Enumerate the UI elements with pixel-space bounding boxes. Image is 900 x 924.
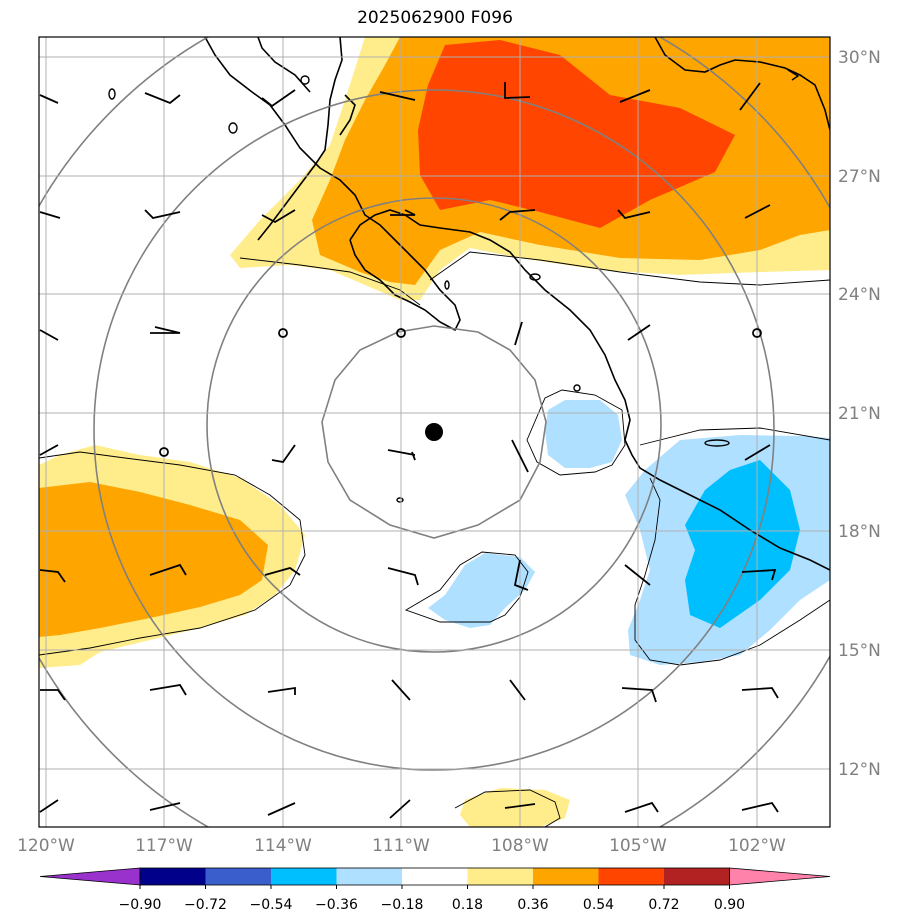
lon-label: 111°W: [372, 836, 430, 856]
latitude-labels: 30°N 27°N 24°N 21°N 18°N 15°N 12°N: [838, 48, 881, 780]
colorbar-bin: [467, 868, 534, 885]
negative-anomaly-east: [625, 435, 830, 665]
colorbar-bin: [664, 868, 730, 885]
wind-barb: [39, 559, 777, 591]
anomaly-fill-0.54: [418, 40, 735, 228]
lat-label: 12°N: [838, 760, 881, 780]
wind-barbs: [39, 82, 779, 819]
map-frame: [38, 36, 831, 828]
lon-label: 105°W: [609, 836, 667, 856]
colorbar-tick-label: −0.18: [381, 897, 424, 913]
map-area: [39, 37, 830, 827]
positive-anomaly-west: [39, 445, 305, 668]
colorbar: −0.90 −0.72 −0.54 −0.36 −0.18 0.18 0.36 0.54 0.7…: [39, 867, 831, 913]
colorbar-tick-label: 0.36: [517, 897, 548, 913]
negative-anomaly-small-2: [428, 553, 535, 628]
colorbar-bin: [336, 868, 403, 885]
lon-label: 120°W: [17, 836, 75, 856]
lon-label: 108°W: [491, 836, 549, 856]
lat-label: 18°N: [838, 522, 881, 542]
longitude-labels: 120°W 117°W 114°W 111°W 108°W 105°W 102°…: [17, 836, 786, 856]
lat-label: 30°N: [838, 48, 881, 68]
lat-label: 21°N: [838, 404, 881, 424]
colorbar-bin: [533, 868, 599, 885]
colorbar-bin: [598, 868, 665, 885]
wind-barb: [39, 204, 771, 224]
lat-label: 15°N: [838, 641, 881, 661]
colorbar-extend-low: [39, 867, 141, 886]
wind-barb: [39, 799, 779, 819]
anomaly-fill-0.36-west: [39, 482, 268, 637]
colorbar-frame: [139, 867, 730, 886]
lon-label: 117°W: [135, 836, 193, 856]
colorbar-tick-label: 0.54: [583, 897, 614, 913]
wind-barb: [40, 679, 779, 703]
lon-label: 102°W: [728, 836, 786, 856]
colorbar-bin: [402, 868, 468, 885]
lon-label: 114°W: [254, 836, 312, 856]
colorbar-bin: [271, 868, 337, 885]
colorbar-bin: [205, 868, 272, 885]
lat-label: 27°N: [838, 167, 881, 187]
colorbar-tick-label: −0.90: [119, 897, 162, 913]
positive-anomaly-north: [230, 37, 830, 300]
anomaly-contours: [39, 251, 830, 827]
colorbar-tick-label: −0.72: [184, 897, 227, 913]
colorbar-extend-high: [729, 867, 831, 886]
range-rings: [39, 37, 830, 827]
colorbar-bin: [140, 868, 206, 885]
wind-barb: [39, 439, 771, 473]
map-title: 2025062900 F096: [357, 8, 513, 28]
wind-barb: [39, 321, 651, 346]
colorbar-tick-label: 0.18: [452, 897, 483, 913]
lat-label: 24°N: [838, 285, 881, 305]
islands: [108, 69, 800, 503]
calm-wind-markers: [159, 328, 762, 457]
anomaly-fill-neg-0.36-east: [685, 460, 800, 628]
colorbar-tick-label: 0.90: [714, 897, 745, 913]
colorbar-tick-label: −0.36: [315, 897, 358, 913]
storm-center-marker: [425, 423, 443, 441]
wind-barb: [39, 82, 761, 111]
colorbar-tick-label: 0.72: [648, 897, 679, 913]
gridlines: [39, 37, 830, 827]
colorbar-tick-label: −0.54: [250, 897, 293, 913]
negative-anomaly-small-1: [545, 400, 622, 468]
